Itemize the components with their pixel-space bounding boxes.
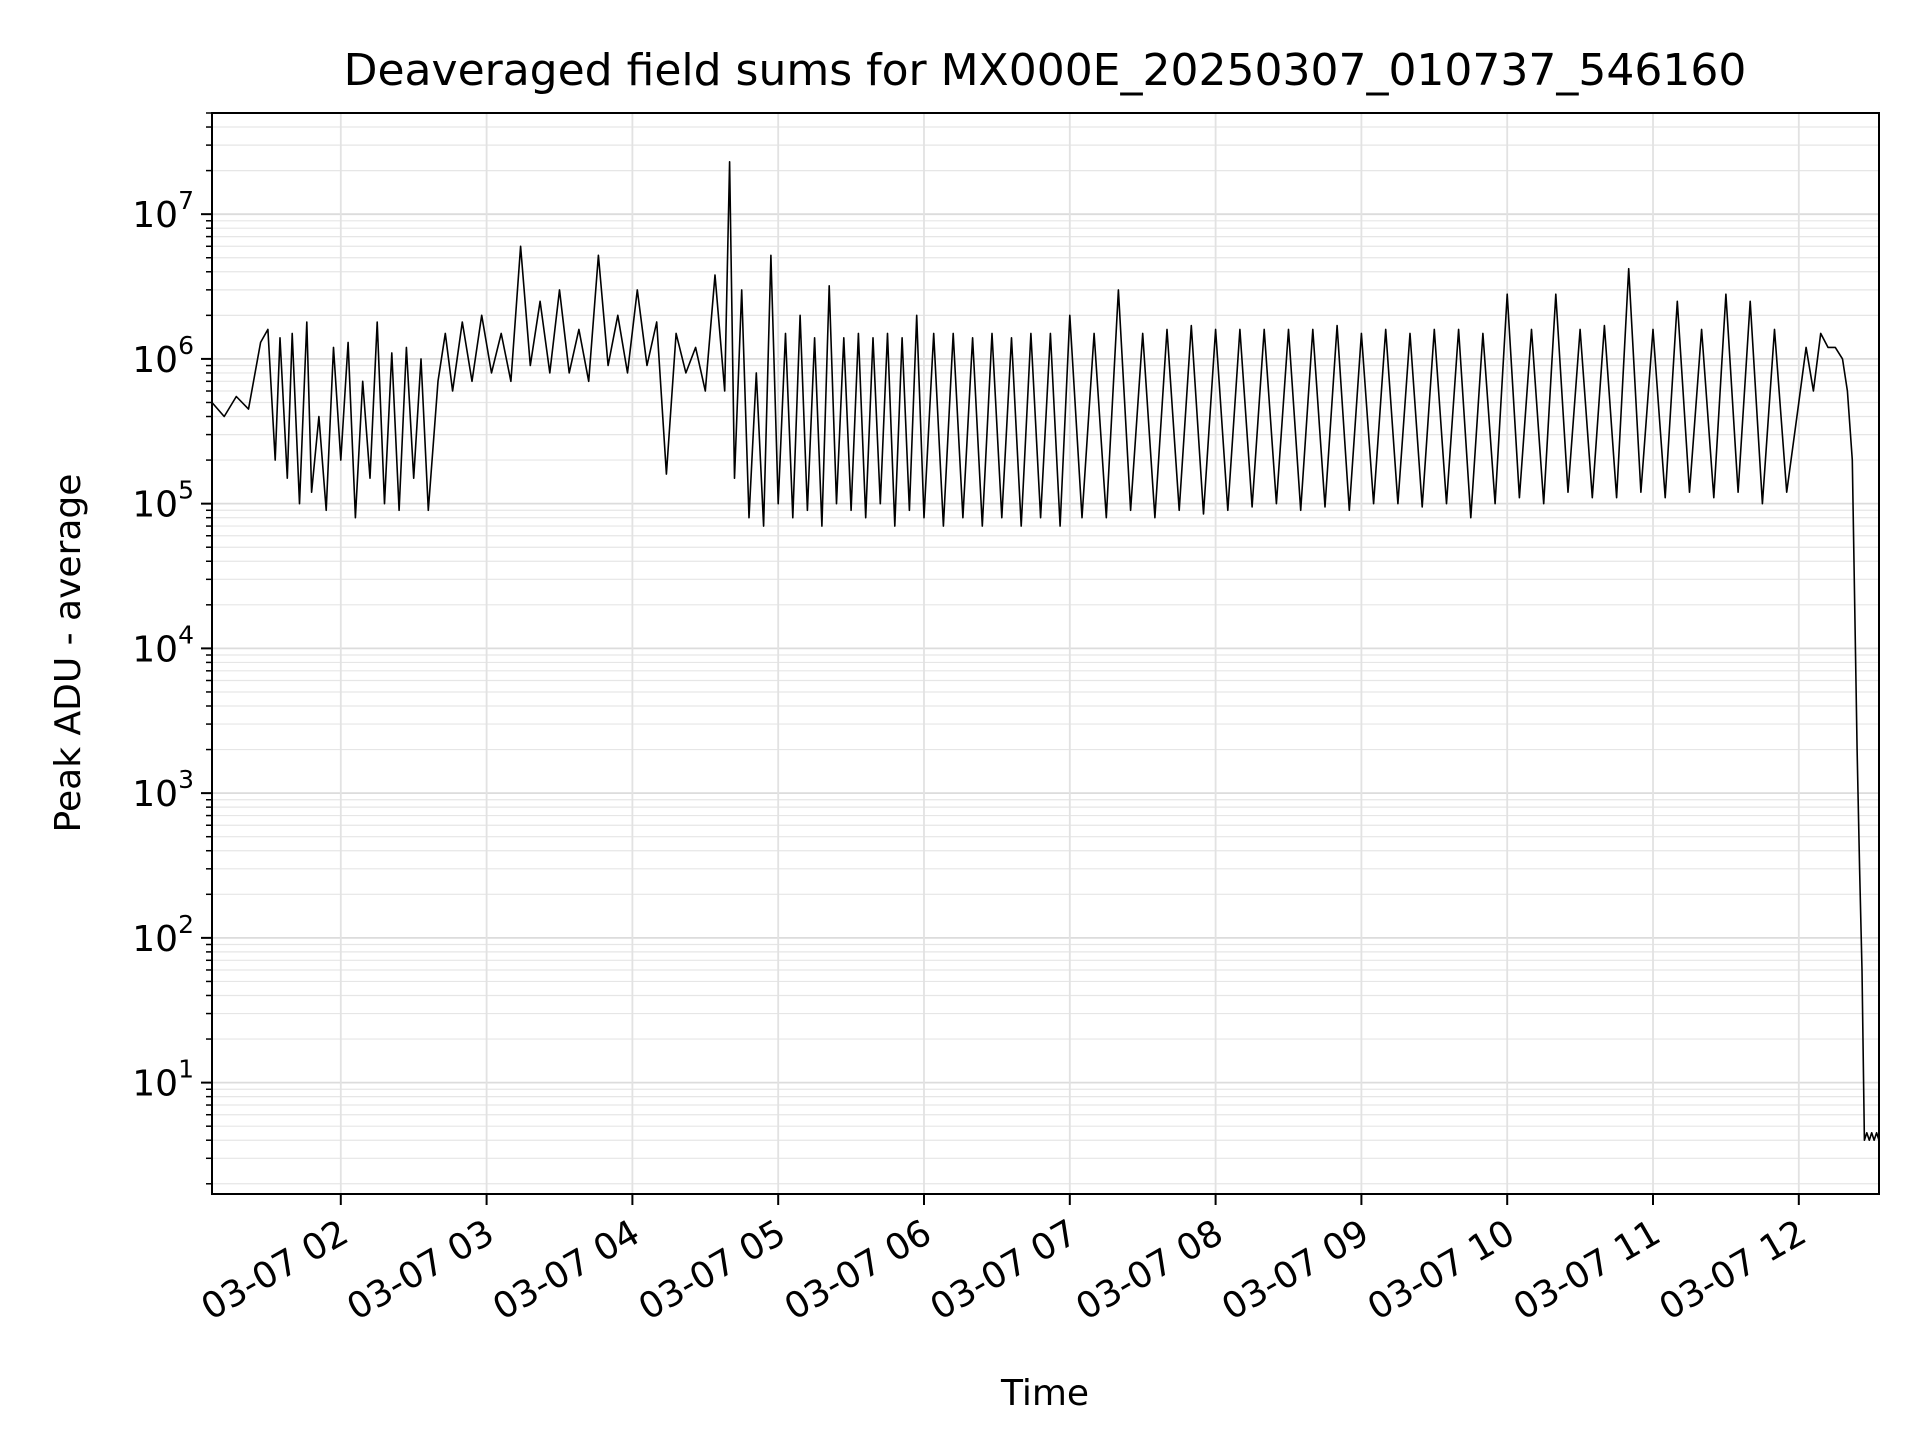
y-tick-label: 103: [132, 765, 194, 815]
plot-frame: [211, 112, 1880, 1195]
series-line: [211, 161, 1880, 1141]
y-tick-label: 105: [132, 476, 194, 526]
y-tick-label: 107: [132, 186, 194, 236]
y-tick-label: 104: [132, 620, 194, 670]
x-axis-label: Time: [1000, 1373, 1089, 1414]
chart-title: Deaveraged field sums for MX000E_2025030…: [344, 45, 1747, 96]
y-tick-label: 102: [132, 910, 194, 960]
y-tick-label: 106: [132, 331, 194, 381]
series-line-group: [211, 161, 1880, 1141]
y-axis-label: Peak ADU - average: [48, 474, 89, 833]
grid: [212, 112, 1879, 1194]
y-tick-label: 101: [132, 1055, 194, 1105]
y-axis: 101 102 103 104 105 106 107: [132, 112, 212, 1185]
